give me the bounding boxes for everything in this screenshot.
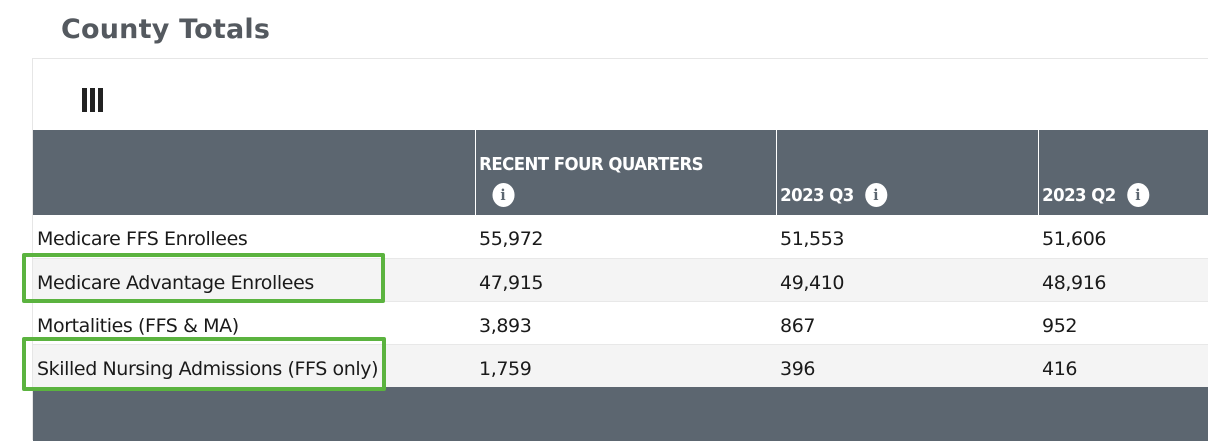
header-2023-q2[interactable]: 2023 Q2 i <box>1037 130 1196 215</box>
cell-value: 55,972 <box>479 228 544 251</box>
header-label-column <box>33 130 440 215</box>
columns-icon-bar <box>90 88 95 112</box>
table-footer <box>33 387 1208 441</box>
cell-value: 48,916 <box>1042 271 1107 294</box>
cell-value: 396 <box>780 357 816 380</box>
cell-value: 51,553 <box>780 228 845 251</box>
header-label: 2023 Q2 <box>1042 184 1116 206</box>
cell-value: 867 <box>780 314 816 337</box>
info-icon[interactable]: i <box>1126 183 1149 207</box>
table-row: Medicare FFS Enrollees 55,972 51,553 51,… <box>33 215 1208 258</box>
table-row: Skilled Nursing Admissions (FFS only) 1,… <box>33 344 1208 387</box>
table-header-row: RECENT FOUR QUARTERS i 2023 Q3 i 2023 Q2… <box>33 130 1208 215</box>
row-label: Medicare Advantage Enrollees <box>37 271 314 294</box>
row-label: Mortalities (FFS & MA) <box>37 314 239 337</box>
header-label: 2023 Q3 <box>780 184 854 206</box>
row-label: Skilled Nursing Admissions (FFS only) <box>37 357 379 380</box>
columns-icon[interactable] <box>82 88 104 112</box>
columns-icon-bar <box>82 88 87 112</box>
cell-value: 49,410 <box>780 271 845 294</box>
columns-icon-bar <box>98 88 103 112</box>
cell-value: 47,915 <box>479 271 544 294</box>
header-label: RECENT FOUR QUARTERS <box>479 154 704 175</box>
header-recent-four-quarters[interactable]: RECENT FOUR QUARTERS i <box>474 130 752 215</box>
header-2023-q3[interactable]: 2023 Q3 i <box>775 130 1018 215</box>
cell-value: 51,606 <box>1042 228 1107 251</box>
table-row: Mortalities (FFS & MA) 3,893 867 952 <box>33 301 1208 344</box>
row-label: Medicare FFS Enrollees <box>37 228 248 251</box>
cell-value: 1,759 <box>479 357 532 380</box>
county-totals-panel: RECENT FOUR QUARTERS i 2023 Q3 i 2023 Q2… <box>32 58 1208 441</box>
info-icon[interactable]: i <box>864 183 887 207</box>
cell-value: 416 <box>1042 357 1078 380</box>
cell-value: 3,893 <box>479 314 532 337</box>
cell-value: 952 <box>1042 314 1078 337</box>
info-icon[interactable]: i <box>492 183 515 207</box>
page-title: County Totals <box>61 14 271 45</box>
table-row: Medicare Advantage Enrollees 47,915 49,4… <box>33 258 1208 301</box>
county-totals-table: RECENT FOUR QUARTERS i 2023 Q3 i 2023 Q2… <box>33 130 1208 388</box>
